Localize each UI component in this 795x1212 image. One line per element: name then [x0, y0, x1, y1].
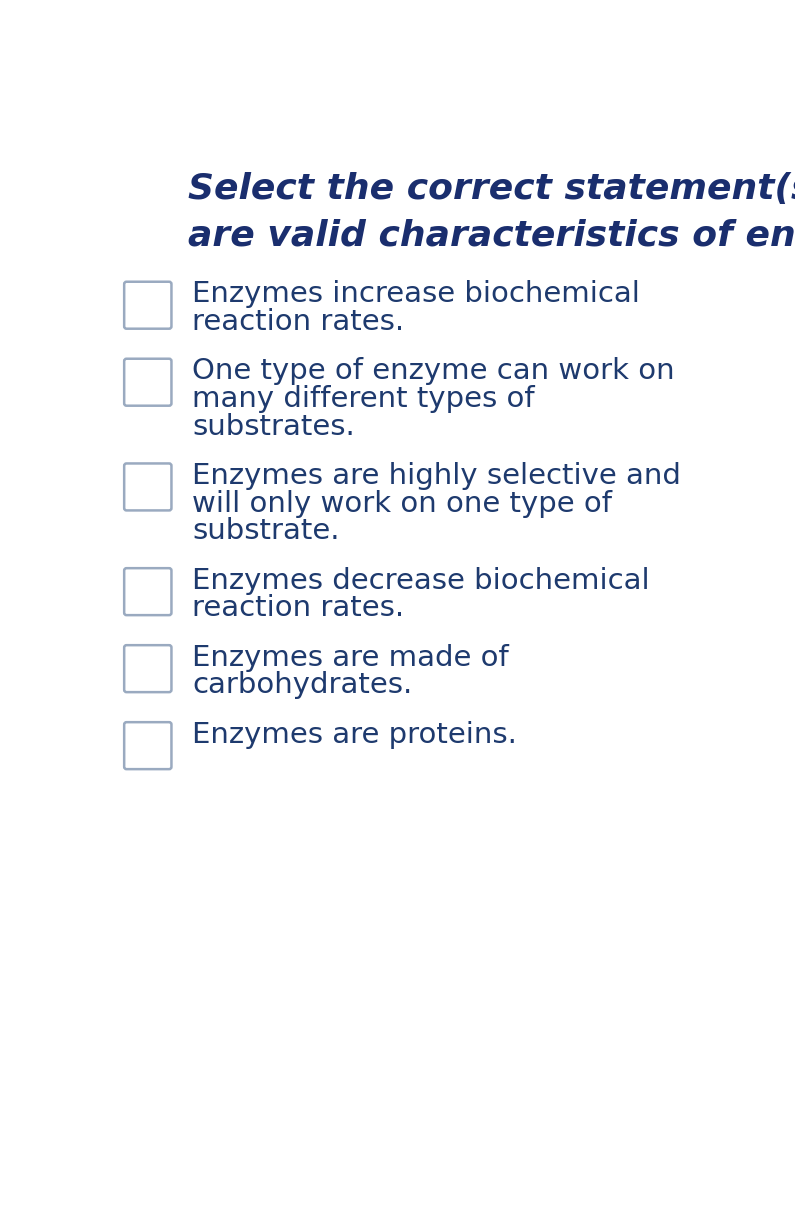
FancyBboxPatch shape	[124, 645, 172, 692]
Text: Enzymes increase biochemical: Enzymes increase biochemical	[192, 280, 640, 308]
Text: One type of enzyme can work on: One type of enzyme can work on	[192, 358, 675, 385]
Text: substrates.: substrates.	[192, 412, 355, 441]
FancyBboxPatch shape	[124, 463, 172, 510]
Text: will only work on one type of: will only work on one type of	[192, 490, 612, 518]
FancyBboxPatch shape	[124, 281, 172, 328]
Text: Enzymes are proteins.: Enzymes are proteins.	[192, 721, 518, 749]
FancyBboxPatch shape	[124, 568, 172, 616]
Text: Enzymes are made of: Enzymes are made of	[192, 644, 509, 671]
FancyBboxPatch shape	[124, 722, 172, 770]
Text: many different types of: many different types of	[192, 385, 535, 413]
FancyBboxPatch shape	[124, 359, 172, 406]
Text: Select the correct statement(s) that: Select the correct statement(s) that	[188, 172, 795, 206]
Text: are valid characteristics of enzymes.: are valid characteristics of enzymes.	[188, 218, 795, 252]
Text: reaction rates.: reaction rates.	[192, 308, 405, 336]
Text: Enzymes are highly selective and: Enzymes are highly selective and	[192, 462, 681, 490]
Text: substrate.: substrate.	[192, 518, 340, 545]
Text: Enzymes decrease biochemical: Enzymes decrease biochemical	[192, 567, 650, 595]
Text: reaction rates.: reaction rates.	[192, 594, 405, 622]
Text: carbohydrates.: carbohydrates.	[192, 671, 413, 699]
